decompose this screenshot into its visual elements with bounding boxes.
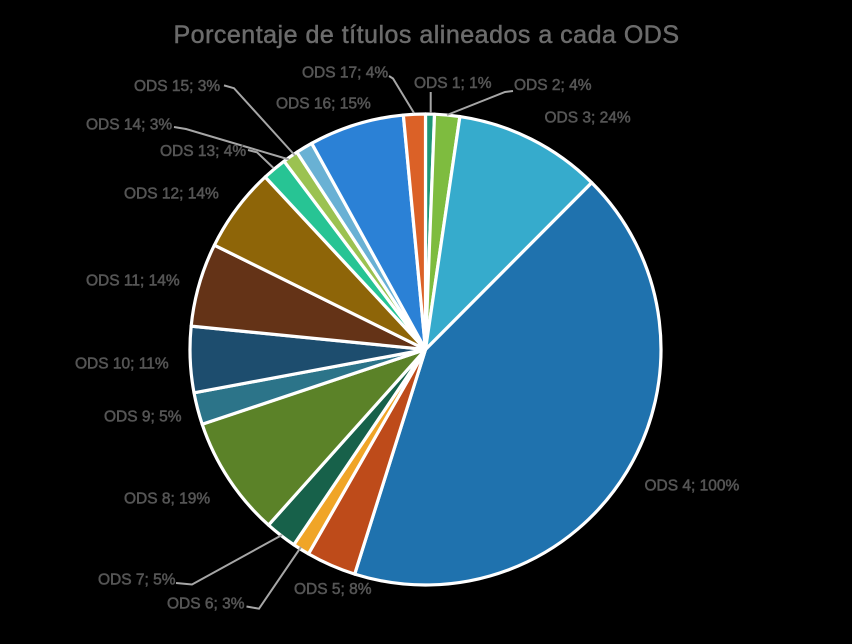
svg-text:ODS 11; 14%: ODS 11; 14% — [86, 273, 180, 290]
svg-text:ODS 5; 8%: ODS 5; 8% — [294, 581, 372, 598]
svg-text:ODS 4; 100%: ODS 4; 100% — [645, 478, 740, 495]
svg-text:ODS 7; 5%: ODS 7; 5% — [98, 572, 176, 589]
svg-text:ODS 17; 4%: ODS 17; 4% — [302, 65, 388, 82]
svg-text:ODS 12; 14%: ODS 12; 14% — [124, 185, 219, 202]
svg-text:ODS 14; 3%: ODS 14; 3% — [86, 117, 172, 134]
svg-text:ODS 15; 3%: ODS 15; 3% — [134, 78, 220, 95]
svg-text:Porcentaje de títulos alineado: Porcentaje de títulos alineados a cada O… — [173, 21, 679, 49]
svg-text:ODS 2; 4%: ODS 2; 4% — [514, 77, 592, 94]
svg-text:ODS 13; 4%: ODS 13; 4% — [160, 143, 246, 160]
svg-text:ODS 1; 1%: ODS 1; 1% — [414, 75, 492, 92]
svg-text:ODS 6; 3%: ODS 6; 3% — [167, 596, 245, 613]
svg-text:ODS 16; 15%: ODS 16; 15% — [276, 96, 371, 113]
svg-text:ODS 9; 5%: ODS 9; 5% — [104, 409, 182, 426]
svg-text:ODS 8; 19%: ODS 8; 19% — [124, 491, 210, 508]
svg-text:ODS 10; 11%: ODS 10; 11% — [75, 356, 169, 373]
svg-text:ODS 3; 24%: ODS 3; 24% — [545, 110, 631, 127]
